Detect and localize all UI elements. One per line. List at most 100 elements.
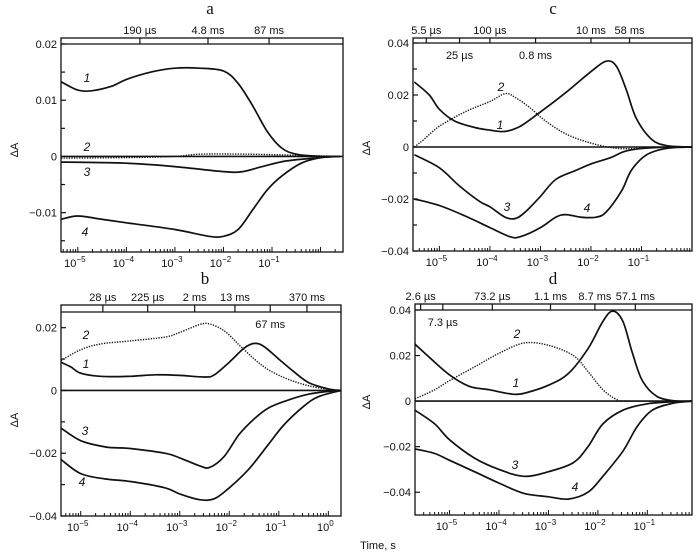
x-tick-exponent: −2: [596, 518, 606, 527]
x-tick-exponent: −3: [173, 255, 183, 264]
y-tick-label: 0.02: [36, 323, 57, 335]
series-4-label: 4: [572, 480, 579, 494]
series-3-line: [60, 155, 340, 174]
series-2-line: [60, 153, 340, 159]
x-tick-exponent: 0: [329, 519, 334, 528]
y-tick-label: 0: [51, 151, 57, 163]
series-2-label: 2: [82, 328, 90, 342]
panel-letter: b: [201, 269, 210, 288]
x-tick-exponent: −4: [129, 519, 139, 528]
time-mark-label: 13 ms: [220, 292, 250, 304]
x-tick-exponent: −2: [228, 519, 238, 528]
series-1-label: 1: [83, 357, 90, 371]
time-mark-label: 57.1 ms: [616, 291, 656, 303]
x-tick-label: 10−2: [577, 254, 599, 269]
time-mark-label: 73.2 µs: [474, 291, 511, 303]
x-tick-exponent: −4: [125, 255, 135, 264]
x-tick-exponent: −3: [178, 519, 188, 528]
time-mark-label: 7.3 µs: [428, 317, 459, 329]
plot-frame: [412, 37, 693, 252]
time-mark-label: 0.8 ms: [519, 50, 553, 62]
y-tick-label: −0.02: [29, 448, 57, 460]
x-tick-label: 10−2: [210, 255, 232, 270]
x-tick-label: 10−2: [216, 519, 238, 534]
y-tick-label: 0.04: [388, 38, 409, 50]
y-tick-label: 0.01: [36, 95, 57, 107]
time-mark-label: 10 ms: [576, 25, 606, 37]
x-tick-label: 10−3: [161, 255, 183, 270]
series-1-line: [414, 310, 693, 403]
time-mark-label: 58 ms: [615, 25, 645, 37]
x-tick-exponent: −5: [79, 519, 89, 528]
series-2-label: 2: [497, 80, 505, 94]
y-tick-label: −0.01: [29, 208, 57, 220]
x-tick-exponent: −4: [488, 254, 498, 263]
series-3-label: 3: [82, 424, 89, 438]
series-4-label: 4: [79, 475, 86, 489]
x-tick-exponent: −4: [498, 518, 508, 527]
x-tick-label: 10−5: [64, 255, 86, 270]
y-tick-label: 0.02: [390, 351, 411, 363]
time-mark-label: 5.5 µs: [411, 25, 442, 37]
x-tick-label: 10−4: [117, 519, 139, 534]
time-mark-label: 2 ms: [183, 292, 207, 304]
time-mark-label: 4.8 ms: [191, 25, 225, 37]
x-tick-exponent: −5: [438, 254, 448, 263]
series-1-line: [60, 66, 340, 158]
y-axis-title: ΔA: [9, 412, 21, 427]
series-1-line: [413, 60, 693, 148]
y-tick-label: 0.04: [390, 305, 411, 317]
time-mark-label: 28 µs: [89, 292, 117, 304]
time-mark-label: 8.7 ms: [578, 291, 612, 303]
time-mark-label: 370 ms: [289, 292, 326, 304]
x-tick-exponent: −5: [76, 255, 86, 264]
x-tick-label: 100: [317, 519, 334, 534]
time-mark-label: 87 ms: [254, 25, 284, 37]
y-tick-label: −0.04: [381, 246, 409, 258]
x-tick-exponent: −2: [222, 255, 232, 264]
y-tick-label: 0.02: [388, 90, 409, 102]
y-tick-label: −0.04: [29, 511, 57, 523]
plot-frame: [60, 304, 342, 517]
y-tick-label: −0.02: [383, 442, 411, 454]
series-4-line: [60, 155, 340, 238]
panel-letter: d: [549, 269, 558, 288]
x-tick-exponent: −3: [539, 254, 549, 263]
x-tick-label: 10−3: [527, 254, 549, 269]
y-axis-title: ΔA: [361, 140, 373, 155]
x-tick-exponent: −1: [640, 254, 650, 263]
plot-frame: [414, 303, 693, 516]
series-2-line: [60, 322, 342, 392]
x-tick-label: 10−3: [166, 519, 188, 534]
x-tick-label: 10−4: [113, 255, 135, 270]
series-4-line: [414, 400, 693, 501]
time-mark-label: 190 µs: [123, 25, 157, 37]
x-tick-label: 10−1: [265, 519, 287, 534]
x-tick-exponent: −3: [547, 518, 557, 527]
y-tick-label: 0: [51, 385, 57, 397]
x-axis-title: Time, s: [360, 540, 396, 552]
y-tick-label: 0: [405, 396, 411, 408]
x-tick-label: 10−2: [584, 518, 606, 533]
series-2-line: [413, 92, 693, 150]
panel-letter: a: [206, 0, 214, 18]
series-4-label: 4: [584, 201, 591, 215]
x-tick-exponent: −1: [277, 519, 287, 528]
panel-a: a ΔA 190 µs 4.8 ms 87 ms 0.02 0.01 0 −0.01 10−5 10…: [9, 0, 344, 270]
series-2-label: 2: [83, 140, 91, 154]
x-tick-label: 10−5: [436, 518, 458, 533]
series-2-line: [414, 341, 693, 402]
y-tick-label: −0.02: [381, 194, 409, 206]
time-mark-label: 225 µs: [131, 292, 165, 304]
x-tick-exponent: −1: [271, 255, 281, 264]
x-tick-label: 10−1: [258, 255, 280, 270]
time-mark-label: 1.1 ms: [534, 291, 568, 303]
x-tick-label: 10−5: [426, 254, 448, 269]
x-tick-label: 10−4: [476, 254, 498, 269]
x-tick-label: 10−4: [485, 518, 507, 533]
series-4-line: [414, 146, 693, 239]
x-tick-label: 10−1: [634, 518, 656, 533]
series-4-label: 4: [82, 225, 89, 239]
series-3-label: 3: [512, 458, 519, 472]
